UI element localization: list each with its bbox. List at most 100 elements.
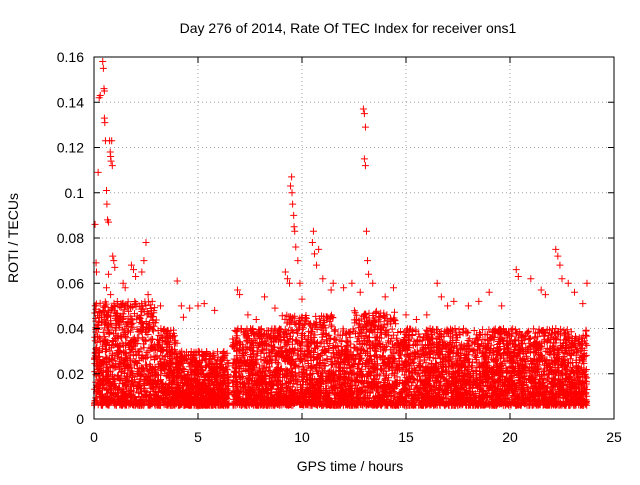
data-point [558,275,566,283]
data-point [127,261,135,269]
data-point [244,311,252,319]
y-tick-label: 0.02 [57,366,84,382]
data-point [177,302,185,310]
data-point [130,266,138,274]
data-point [402,311,410,319]
data-point [290,223,298,231]
data-point [475,297,483,305]
x-axis-label: GPS time / hours [297,458,404,474]
data-point [360,110,368,118]
data-point [444,302,452,310]
data-point [148,297,156,305]
data-point [361,123,369,131]
x-tick-label: 15 [398,429,414,445]
data-point [315,245,323,253]
data-points [91,58,591,409]
data-point [100,87,108,95]
data-point [364,257,372,265]
data-point [101,119,109,127]
data-point [103,200,111,208]
data-point [390,284,398,292]
data-point [96,91,104,99]
data-point [362,227,370,235]
data-point [236,291,244,299]
data-point [110,257,118,265]
data-point [514,272,522,280]
data-point [412,315,420,323]
data-point [144,291,152,299]
data-point [194,302,202,310]
data-point [283,275,291,283]
data-point [179,313,187,321]
data-point [99,58,107,66]
data-point [99,64,107,72]
data-point [107,157,115,165]
data-point [556,261,564,269]
data-point [450,297,458,305]
data-point [340,284,348,292]
data-point [186,304,194,312]
data-point [132,272,140,280]
data-point [512,266,520,274]
data-point [498,302,506,310]
chart-title: Day 276 of 2014, Rate Of TEC Index for r… [180,20,517,36]
data-point [365,270,373,278]
data-point [290,211,298,219]
data-point [583,279,591,287]
y-tick-label: 0.04 [57,321,84,337]
data-point [313,261,321,269]
data-point [142,239,150,247]
data-point [564,279,572,287]
x-tick-label: 20 [502,429,518,445]
data-point [291,227,299,235]
data-point [271,304,279,312]
data-point [94,168,102,176]
data-point [91,220,99,228]
y-tick-label: 0.08 [57,230,84,246]
data-point [108,162,116,170]
data-point [423,311,431,319]
data-point [308,239,316,247]
data-point [309,227,317,235]
data-point [105,270,113,278]
data-point [485,288,493,296]
data-point [107,291,115,299]
data-point [464,302,472,310]
data-point [437,293,445,301]
y-tick-label: 0 [76,411,84,427]
data-point [288,173,296,181]
data-point [327,286,335,294]
data-point [360,155,368,163]
data-point [121,284,129,292]
data-point [310,250,318,258]
data-point [381,293,389,301]
data-point [234,286,242,294]
data-point [109,252,117,260]
data-point [287,182,295,190]
data-point [111,263,119,271]
y-tick-label: 0.12 [57,140,84,156]
data-point [286,279,294,287]
y-axis-label: ROTI / TECUs [5,193,21,283]
data-point [579,300,587,308]
x-tick-label: 25 [606,429,622,445]
data-point [433,279,441,287]
data-point [541,291,549,299]
data-point [102,186,110,194]
data-point [361,162,369,170]
data-point [570,288,578,296]
data-point [356,288,364,296]
y-tick-label: 0.16 [57,49,84,65]
data-point [211,306,219,314]
data-point [537,286,545,294]
data-point [288,189,296,197]
data-point [319,275,327,283]
x-tick-label: 5 [194,429,202,445]
data-point [157,302,165,310]
data-point [105,218,113,226]
y-tick-label: 0.06 [57,275,84,291]
data-point [261,293,269,301]
data-point [527,275,535,283]
data-point [119,279,127,287]
